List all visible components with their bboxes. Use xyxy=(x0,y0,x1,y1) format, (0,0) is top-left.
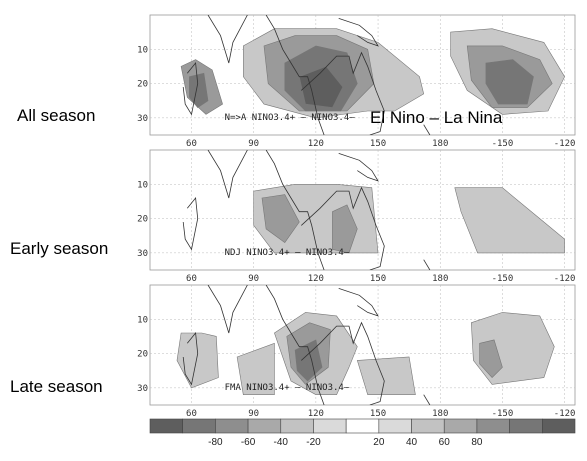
madagascar-coast xyxy=(182,196,199,251)
madagascar-coast xyxy=(182,61,199,116)
india-coast xyxy=(207,285,248,334)
x-tick-label: -150 xyxy=(492,409,514,419)
x-tick-label: -150 xyxy=(492,139,514,149)
map-panel-late-season: 10 20 30 60 90 120 150 180 -150 -120 FMA NINO3.4+ … xyxy=(137,284,576,419)
colorbar-tick-label: -80 xyxy=(208,437,223,448)
png-coast xyxy=(338,153,379,182)
colorbar-swatch xyxy=(411,418,445,434)
panel-caption: FMA NINO3.4+ – NINO3.4– xyxy=(225,383,350,393)
nz-coast xyxy=(423,394,431,405)
colorbar-swatch xyxy=(280,418,314,434)
y-tick-label: 20 xyxy=(137,350,148,360)
contour-region xyxy=(261,194,300,244)
x-tick-label: -120 xyxy=(554,274,576,284)
colorbar-swatch xyxy=(345,418,380,434)
indochina-coast xyxy=(265,15,325,135)
y-tick-label: 20 xyxy=(137,80,148,90)
png-coast xyxy=(338,288,379,317)
australia-coast xyxy=(301,321,385,405)
x-tick-label: -120 xyxy=(554,409,576,419)
colorbar-swatch xyxy=(313,418,347,434)
contour-region xyxy=(454,187,565,254)
indochina-coast xyxy=(265,150,325,270)
contour-region xyxy=(176,332,219,389)
y-tick-label: 30 xyxy=(137,384,148,394)
contour-region xyxy=(332,204,358,254)
y-tick-label: 10 xyxy=(137,45,148,55)
contour-region xyxy=(479,339,503,379)
y-tick-label: 10 xyxy=(137,315,148,325)
colorbar-swatch xyxy=(182,418,216,434)
x-tick-label: 60 xyxy=(186,274,197,284)
x-tick-label: 120 xyxy=(308,409,324,419)
png-coast xyxy=(338,18,379,47)
x-tick-label: 120 xyxy=(308,274,324,284)
row-label-all-season: All season xyxy=(17,106,95,125)
india-coast xyxy=(207,15,248,64)
x-tick-label: 120 xyxy=(308,139,324,149)
contour-region xyxy=(189,72,209,109)
colorbar-tick-label: -40 xyxy=(274,437,289,448)
y-tick-label: 10 xyxy=(137,180,148,190)
x-tick-label: -150 xyxy=(492,274,514,284)
map-panel-all-season: 10 20 30 60 90 120 150 180 -150 -120 N=>A NINO3.4+… xyxy=(137,14,576,149)
colorbar-swatch xyxy=(149,418,183,434)
colorbar-swatch xyxy=(476,418,510,434)
y-tick-label: 30 xyxy=(137,114,148,124)
colorbar-swatch xyxy=(509,418,543,434)
el-nino-la-nina-annotation: El Nino – La Nina xyxy=(370,108,503,127)
contour-region xyxy=(485,59,534,105)
x-tick-label: 150 xyxy=(370,274,386,284)
nz-coast xyxy=(423,124,431,135)
indochina-coast xyxy=(265,285,325,405)
colorbar-tick-label: -60 xyxy=(241,437,256,448)
row-label-early-season: Early season xyxy=(10,239,108,258)
nz-coast xyxy=(423,259,431,270)
colorbar-swatch xyxy=(542,418,576,434)
x-tick-label: 180 xyxy=(432,274,448,284)
india-coast xyxy=(207,150,248,199)
colorbar-swatch xyxy=(443,418,478,434)
contour-region xyxy=(356,356,416,395)
colorbar-swatch xyxy=(378,418,412,434)
australia-coast xyxy=(301,51,385,135)
x-tick-label: 60 xyxy=(186,409,197,419)
colorbar: -80 -60 -40 -20 20 40 60 80 xyxy=(149,418,576,448)
y-tick-label: 30 xyxy=(137,249,148,259)
colorbar-tick-label: -20 xyxy=(306,437,321,448)
x-tick-label: 180 xyxy=(432,139,448,149)
x-tick-label: 90 xyxy=(248,409,259,419)
colorbar-tick-label: 20 xyxy=(373,437,385,448)
madagascar-coast xyxy=(182,331,199,386)
australia-coast xyxy=(301,186,385,270)
colorbar-swatch xyxy=(247,418,282,434)
panel-caption: N=>A NINO3.4+ – NINO3.4– xyxy=(225,113,356,123)
x-tick-label: 180 xyxy=(432,409,448,419)
x-tick-label: 150 xyxy=(370,409,386,419)
x-tick-label: -120 xyxy=(554,139,576,149)
contour-region xyxy=(236,342,275,395)
row-label-late-season: Late season xyxy=(10,377,103,396)
x-tick-label: 150 xyxy=(370,139,386,149)
colorbar-swatch xyxy=(215,418,249,434)
map-panel-early-season: 10 20 30 60 90 120 150 180 -150 -120 NDJ NINO3.4+ … xyxy=(137,149,576,284)
x-tick-label: 60 xyxy=(186,139,197,149)
colorbar-tick-label: 80 xyxy=(471,437,483,448)
x-tick-label: 90 xyxy=(248,274,259,284)
panel-caption: NDJ NINO3.4+ – NINO3.4– xyxy=(225,248,350,258)
x-tick-label: 90 xyxy=(248,139,259,149)
contour-region xyxy=(298,66,344,108)
map-frame xyxy=(149,284,576,406)
colorbar-tick-label: 60 xyxy=(439,437,451,448)
colorbar-tick-label: 40 xyxy=(406,437,418,448)
y-tick-label: 20 xyxy=(137,215,148,225)
